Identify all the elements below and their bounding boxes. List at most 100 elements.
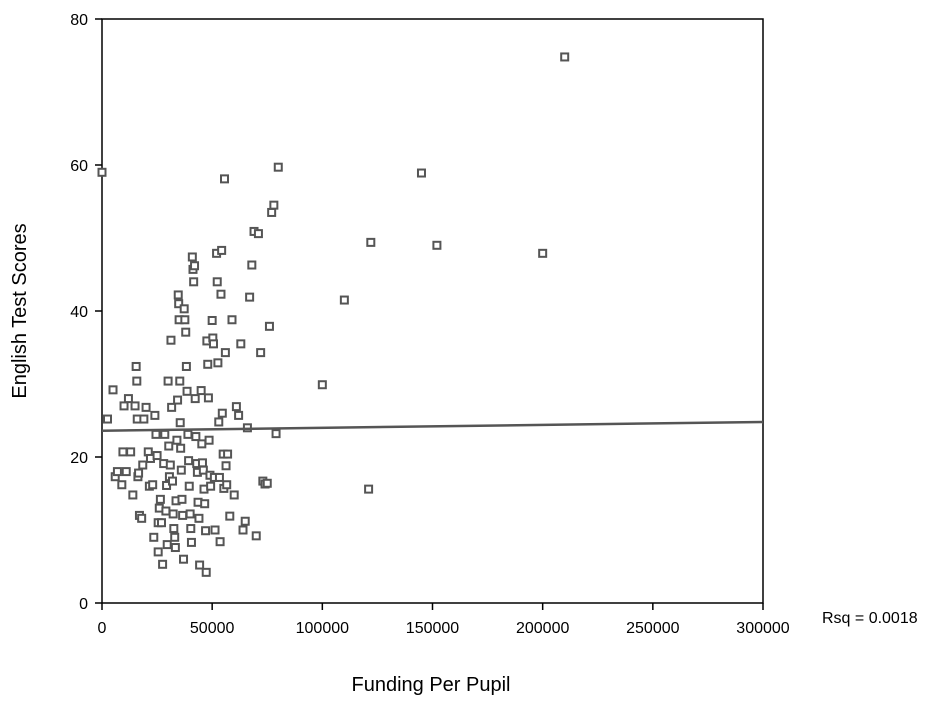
scatter-point xyxy=(220,348,230,358)
scatter-point xyxy=(150,410,160,420)
scatter-point xyxy=(256,348,266,358)
x-tick-label: 300000 xyxy=(736,620,789,637)
scatter-point xyxy=(245,292,255,302)
scatter-point xyxy=(207,315,217,325)
scatter-point xyxy=(156,518,166,528)
scatter-point xyxy=(186,537,196,547)
rsq-annotation: Rsq = 0.0018 xyxy=(822,610,918,627)
x-tick-label: 200000 xyxy=(516,620,569,637)
scatter-point xyxy=(108,385,118,395)
scatter-point xyxy=(220,174,230,184)
scatter-point xyxy=(225,511,235,521)
scatter-point xyxy=(97,167,107,177)
scatter-point xyxy=(240,516,250,526)
scatter-point xyxy=(194,513,204,523)
scatter-point xyxy=(174,299,184,309)
scatter-point xyxy=(195,560,205,570)
scatter-point xyxy=(197,458,207,468)
scatter-point xyxy=(172,435,182,445)
scatter-point xyxy=(167,402,177,412)
x-tick-label: 0 xyxy=(98,620,107,637)
scatter-point xyxy=(165,460,175,470)
scatter-point xyxy=(203,393,213,403)
scatter-point xyxy=(212,277,222,287)
scatter-point xyxy=(149,532,159,542)
scatter-point xyxy=(223,449,233,459)
scatter-point xyxy=(251,531,261,541)
x-axis-title: Funding Per Pupil xyxy=(352,674,511,696)
scatter-point xyxy=(416,168,426,178)
scatter-point xyxy=(175,376,185,386)
scatter-point xyxy=(269,200,279,210)
scatter-point xyxy=(170,543,180,553)
scatter-point xyxy=(204,435,214,445)
scatter-point xyxy=(123,394,133,404)
y-tick-label: 20 xyxy=(70,450,88,467)
scatter-point xyxy=(184,456,194,466)
scatter-point xyxy=(200,499,210,509)
y-tick-label: 80 xyxy=(70,12,88,29)
scatter-point xyxy=(177,494,187,504)
scatter-point xyxy=(366,237,376,247)
fit-line-group xyxy=(101,420,764,432)
scatter-point xyxy=(134,468,144,478)
scatter-point xyxy=(128,490,138,500)
scatter-point xyxy=(190,394,200,404)
scatter-point xyxy=(234,410,244,420)
y-axis-title: English Test Scores xyxy=(9,223,31,398)
scatter-point xyxy=(178,510,188,520)
scatter-point xyxy=(170,532,180,542)
scatter-point xyxy=(138,460,148,470)
scatter-point xyxy=(197,439,207,449)
scatter-point xyxy=(317,380,327,390)
scatter-point xyxy=(173,395,183,405)
scatter-point xyxy=(169,524,179,534)
scatter-point xyxy=(179,554,189,564)
scatter-point xyxy=(137,513,147,523)
scatter-point xyxy=(185,509,195,519)
scatter-point xyxy=(112,467,122,477)
regression-line xyxy=(101,420,764,432)
scatter-point xyxy=(164,441,174,451)
x-tick-label: 50000 xyxy=(190,620,235,637)
scatter-point xyxy=(166,335,176,345)
x-tick-label: 150000 xyxy=(406,620,459,637)
scatter-point xyxy=(175,418,185,428)
scatter-point xyxy=(198,465,208,475)
scatter-point xyxy=(181,361,191,371)
y-tick-label: 60 xyxy=(70,158,88,175)
scatter-point xyxy=(184,481,194,491)
scatter-point xyxy=(216,289,226,299)
scatter-point xyxy=(222,480,232,490)
scatter-point xyxy=(179,304,189,314)
scatter-point xyxy=(264,321,274,331)
scatter-point xyxy=(253,229,263,239)
scatter-point xyxy=(190,261,200,271)
scatter-point xyxy=(130,401,140,411)
data-points xyxy=(97,52,570,577)
x-axis: 0 50000 100000 150000 200000 250000 300000 xyxy=(98,603,790,637)
scatter-point xyxy=(229,490,239,500)
scatter-point xyxy=(227,315,237,325)
scatter-point xyxy=(181,327,191,337)
scatter-point xyxy=(189,277,199,287)
scatter-point xyxy=(118,447,128,457)
scatter-point xyxy=(273,162,283,172)
y-tick-label: 0 xyxy=(79,596,88,613)
scatter-point xyxy=(231,402,241,412)
scatter-point xyxy=(206,481,216,491)
scatter-point xyxy=(155,494,165,504)
scatter-point xyxy=(163,376,173,386)
scatter-point xyxy=(432,240,442,250)
scatter-point xyxy=(183,429,193,439)
scatter-point xyxy=(176,465,186,475)
scatter-point xyxy=(210,525,220,535)
scatter-point xyxy=(168,476,178,486)
scatter-point xyxy=(186,524,196,534)
scatter-point xyxy=(262,478,272,488)
scatter-point xyxy=(103,414,113,424)
x-tick-label: 250000 xyxy=(626,620,679,637)
scatter-point xyxy=(176,443,186,453)
scatter-point xyxy=(538,248,548,258)
